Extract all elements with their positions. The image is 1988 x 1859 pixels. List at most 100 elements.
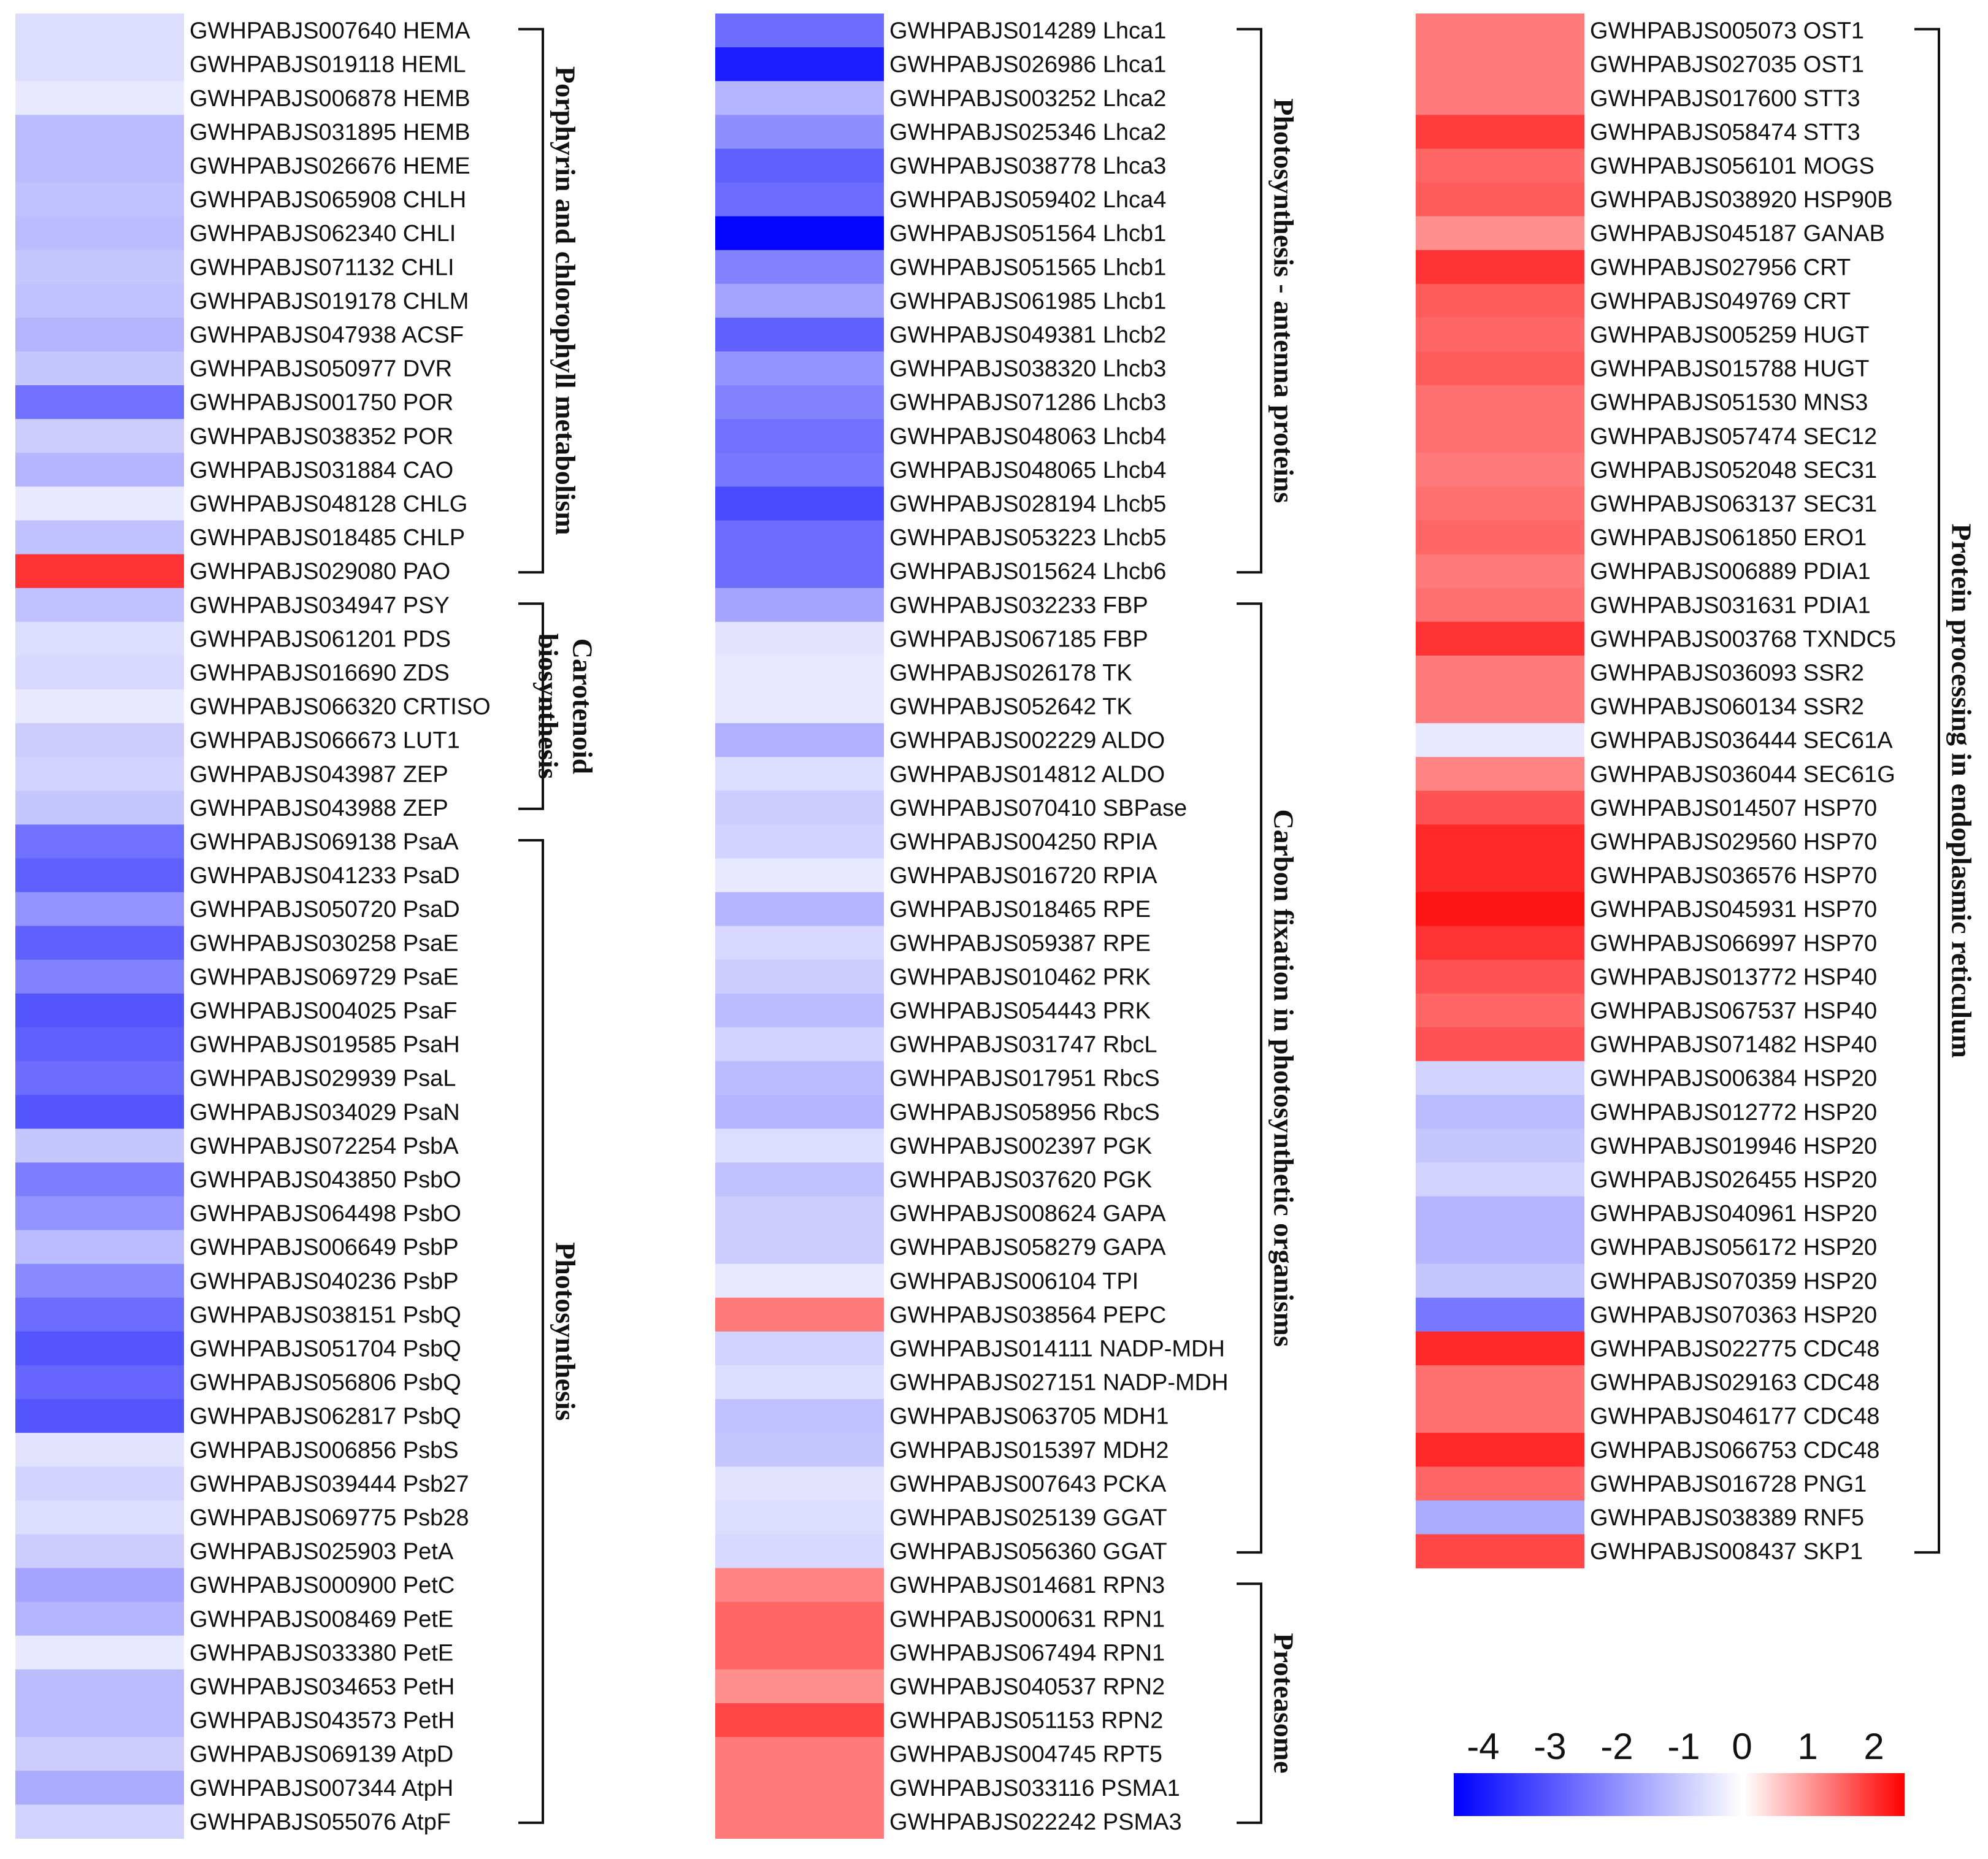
heatmap-cell (715, 1534, 884, 1569)
gene-label: GWHPABJS018485 CHLP (190, 525, 465, 551)
gene-label: GWHPABJS055076 AtpF (190, 1809, 451, 1835)
heatmap-cell (15, 250, 184, 285)
heatmap-cell (715, 1669, 884, 1704)
gene-label: GWHPABJS046177 CDC48 (1590, 1404, 1879, 1430)
gene-label: GWHPABJS048128 CHLG (190, 491, 467, 517)
gene-label: GWHPABJS036044 SEC61G (1590, 762, 1895, 788)
heatmap-cell (15, 216, 184, 251)
gene-label: GWHPABJS061201 PDS (190, 626, 451, 652)
gene-label: GWHPABJS069139 AtpD (190, 1742, 453, 1768)
gene-label: GWHPABJS019178 CHLM (190, 288, 469, 314)
heatmap-cell (715, 1568, 884, 1603)
heatmap-cell (715, 1263, 884, 1298)
gene-label: GWHPABJS048065 Lhcb4 (889, 458, 1166, 483)
heatmap-cell (1416, 47, 1584, 82)
heatmap-cell (15, 1804, 184, 1839)
gene-label: GWHPABJS041233 PsaD (190, 863, 460, 889)
gene-label: GWHPABJS004025 PsaF (190, 998, 457, 1024)
gene-label: GWHPABJS049769 CRT (1590, 288, 1851, 314)
gene-label: GWHPABJS061850 ERO1 (1590, 525, 1867, 551)
heatmap-cell (15, 1703, 184, 1738)
heatmap-cell (15, 689, 184, 724)
gene-label: GWHPABJS038320 Lhcb3 (889, 356, 1166, 382)
gene-label: GWHPABJS036444 SEC61A (1590, 728, 1893, 754)
gene-label: GWHPABJS019118 HEML (190, 52, 466, 78)
group-bracket (518, 28, 544, 574)
heatmap-cell (715, 1061, 884, 1095)
heatmap-cell (715, 926, 884, 960)
heatmap-cell (1416, 1500, 1584, 1535)
heatmap-cell (15, 1129, 184, 1163)
gene-label: GWHPABJS058956 RbcS (889, 1100, 1160, 1125)
heatmap-cell (15, 554, 184, 589)
heatmap-cell (1416, 1534, 1584, 1569)
gene-label: GWHPABJS004745 RPT5 (889, 1742, 1162, 1768)
gene-label: GWHPABJS014507 HSP70 (1590, 795, 1877, 821)
heatmap-cell (1416, 520, 1584, 555)
gene-label: GWHPABJS045187 GANAB (1590, 221, 1885, 247)
gene-label: GWHPABJS052642 TK (889, 694, 1132, 720)
heatmap-cell (1416, 13, 1584, 48)
heatmap-cell (1416, 216, 1584, 251)
heatmap-cell (15, 1162, 184, 1197)
heatmap-cell (15, 81, 184, 115)
gene-label: GWHPABJS034947 PSY (190, 592, 450, 618)
gene-label: GWHPABJS051153 RPN2 (889, 1708, 1163, 1734)
pathway-label: Photosynthesis (550, 1242, 581, 1420)
gene-label: GWHPABJS056172 HSP20 (1590, 1235, 1877, 1260)
heatmap-cell (715, 554, 884, 589)
gene-label: GWHPABJS007640 HEMA (190, 18, 470, 44)
gene-label: GWHPABJS043987 ZEP (190, 762, 448, 788)
gene-label: GWHPABJS067537 HSP40 (1590, 998, 1877, 1024)
gene-label: GWHPABJS071482 HSP40 (1590, 1032, 1877, 1058)
pathway-label: Carotenoid (567, 638, 599, 775)
heatmap-cell (15, 182, 184, 217)
color-legend-tick: -1 (1667, 1726, 1700, 1767)
gene-label: GWHPABJS038151 PsbQ (190, 1302, 461, 1328)
heatmap-cell (1416, 1095, 1584, 1129)
gene-label: GWHPABJS004250 RPIA (889, 829, 1157, 855)
heatmap-cell (1416, 723, 1584, 757)
heatmap-cell (715, 689, 884, 724)
gene-label: GWHPABJS063137 SEC31 (1590, 491, 1877, 517)
heatmap-cell (1416, 1061, 1584, 1095)
heatmap-cell (1416, 115, 1584, 149)
heatmap-cell (1416, 1263, 1584, 1298)
gene-label: GWHPABJS030258 PsaE (190, 930, 459, 956)
gene-label: GWHPABJS002397 PGK (889, 1133, 1152, 1159)
gene-label: GWHPABJS051565 Lhcb1 (889, 255, 1166, 280)
heatmap-cell (1416, 1331, 1584, 1366)
gene-label: GWHPABJS006889 PDIA1 (1590, 559, 1871, 585)
heatmap-cell (15, 1433, 184, 1467)
gene-label: GWHPABJS006649 PsbP (190, 1235, 459, 1260)
gene-label: GWHPABJS070359 HSP20 (1590, 1268, 1877, 1294)
gene-label: GWHPABJS063705 MDH1 (889, 1404, 1169, 1430)
gene-label: GWHPABJS029560 HSP70 (1590, 829, 1877, 855)
gene-label: GWHPABJS058279 GAPA (889, 1235, 1166, 1260)
gene-label: GWHPABJS022242 PSMA3 (889, 1809, 1182, 1835)
gene-label: GWHPABJS069775 Psb28 (190, 1505, 469, 1531)
color-legend-tick: -4 (1467, 1726, 1499, 1767)
gene-label: GWHPABJS025903 PetA (190, 1539, 454, 1565)
heatmap-cell (1416, 1230, 1584, 1265)
heatmap-cell (715, 1399, 884, 1433)
heatmap-cell (1416, 1297, 1584, 1332)
heatmap-cell (15, 351, 184, 386)
heatmap-cell (15, 959, 184, 994)
gene-label: GWHPABJS067494 RPN1 (889, 1640, 1165, 1666)
heatmap-cell (15, 1230, 184, 1265)
gene-label: GWHPABJS066673 LUT1 (190, 728, 460, 754)
gene-label: GWHPABJS029080 PAO (190, 559, 450, 585)
heatmap-cell (15, 13, 184, 48)
heatmap-cell (715, 1129, 884, 1163)
heatmap-cell (15, 1737, 184, 1771)
gene-label: GWHPABJS034029 PsaN (190, 1100, 460, 1125)
heatmap-cell (1416, 621, 1584, 656)
gene-label: GWHPABJS051564 Lhcb1 (889, 221, 1166, 247)
heatmap-cell (715, 1737, 884, 1771)
heatmap-cell (15, 1263, 184, 1298)
heatmap-cell (715, 250, 884, 285)
gene-label: GWHPABJS026986 Lhca1 (889, 52, 1166, 78)
gene-label: GWHPABJS047938 ACSF (190, 323, 464, 348)
